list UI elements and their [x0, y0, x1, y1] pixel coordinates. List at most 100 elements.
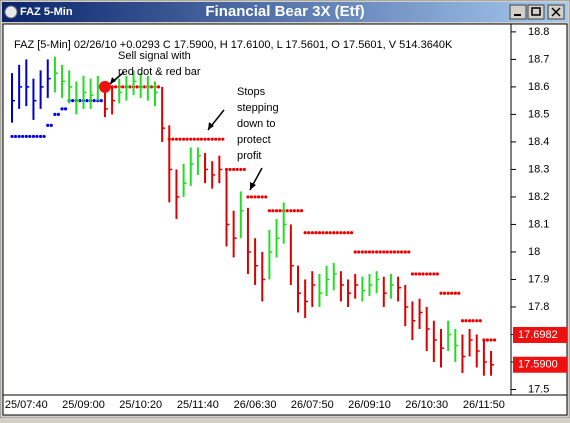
y-tick-label: 18.1 — [528, 218, 549, 230]
stop-dot — [421, 272, 425, 276]
signal-dot — [98, 80, 111, 93]
y-tick-label: 18.5 — [528, 108, 549, 120]
stop-dot — [178, 137, 182, 141]
stop-dot — [13, 134, 18, 139]
stop-dot — [174, 137, 179, 141]
close-glyph — [551, 7, 561, 17]
stop-dot — [346, 231, 350, 235]
stop-dot — [260, 195, 264, 199]
stop-dot — [99, 99, 103, 103]
stop-dot — [475, 319, 479, 323]
arrow-head — [208, 122, 214, 130]
y-tick-label: 18.6 — [528, 81, 549, 93]
y-tick-label: 18.8 — [528, 26, 549, 38]
stop-dot — [342, 231, 346, 235]
stop-dot — [214, 137, 218, 141]
title-bar — [2, 2, 568, 22]
stop-dot — [17, 134, 21, 139]
stop-dot — [471, 319, 475, 323]
x-tick-label: 26/07:50 — [291, 399, 334, 411]
stop-dot — [382, 250, 386, 254]
stop-dot — [489, 338, 493, 342]
x-tick-label: 26/06:30 — [234, 399, 277, 411]
annotation: down to — [237, 118, 276, 130]
y-tick-label: 17.5 — [528, 383, 549, 395]
stop-dot — [435, 272, 439, 276]
stop-dot — [410, 272, 414, 276]
stop-dot — [407, 250, 411, 254]
stop-dot — [417, 272, 422, 276]
stop-dot — [357, 250, 361, 254]
y-tick-label: 18.4 — [528, 136, 549, 148]
stop-dot — [492, 338, 497, 342]
stop-dot — [353, 250, 357, 254]
stop-dot — [60, 107, 64, 111]
stop-dot — [235, 167, 239, 172]
stop-dot — [196, 137, 200, 141]
y-tick-label: 18.2 — [528, 191, 549, 203]
stop-dot — [267, 209, 271, 213]
x-tick-label: 25/09:00 — [62, 399, 105, 411]
maximize-glyph — [531, 7, 541, 16]
stop-dot — [221, 137, 225, 141]
stop-dot — [46, 123, 50, 128]
stop-dot — [182, 137, 186, 141]
stop-dot — [203, 137, 207, 141]
stop-dot — [289, 209, 293, 213]
stop-dot — [468, 319, 472, 323]
stop-dot — [325, 231, 329, 235]
stop-dot — [53, 112, 57, 117]
stop-dot — [271, 209, 275, 213]
stop-dot — [21, 134, 25, 139]
time-axis — [2, 394, 568, 416]
x-tick-label: 25/11:40 — [177, 399, 219, 411]
maximize-button[interactable] — [527, 4, 545, 20]
stop-dot — [128, 85, 132, 89]
stop-dot — [307, 231, 311, 235]
stop-dot — [24, 134, 28, 139]
stop-dot — [228, 167, 232, 172]
stop-dot — [42, 134, 46, 139]
stop-dot — [450, 291, 454, 295]
stop-dot — [39, 134, 43, 139]
stop-dot — [460, 319, 465, 323]
stop-dot — [378, 250, 382, 254]
stop-dot — [439, 291, 443, 295]
stop-dot — [121, 85, 125, 89]
stop-dot — [392, 250, 397, 254]
stop-dot — [296, 209, 300, 213]
stop-dot — [478, 319, 482, 323]
stop-dot — [253, 195, 257, 199]
stop-dot — [10, 134, 14, 139]
price-label-box — [513, 326, 567, 343]
stop-dot — [335, 231, 339, 235]
y-tick-label: 18.3 — [528, 163, 549, 175]
stop-dot — [446, 291, 450, 295]
annotation: protect — [237, 134, 271, 146]
stop-dot — [206, 137, 211, 141]
stop-dot — [299, 209, 304, 213]
price-label: 17.6982 — [518, 329, 558, 341]
stop-dot — [210, 137, 214, 141]
stop-dot — [49, 123, 53, 128]
stop-dot — [385, 250, 389, 254]
price-label-box — [513, 356, 567, 373]
stop-dot — [349, 231, 354, 235]
stop-dot — [171, 137, 175, 141]
arrow-head — [110, 77, 116, 84]
minimize-button[interactable] — [509, 4, 527, 20]
y-tick-label: 17.8 — [528, 301, 549, 313]
x-tick-label: 25/10:20 — [119, 399, 162, 411]
stop-dot — [264, 195, 268, 199]
stop-dot — [425, 272, 429, 276]
stop-dot — [274, 209, 279, 213]
stop-dot — [371, 250, 375, 254]
stop-dot — [453, 291, 457, 295]
window-buttons — [509, 4, 565, 20]
stop-dot — [292, 209, 296, 213]
stop-dot — [464, 319, 468, 323]
stop-dot — [328, 231, 332, 235]
annotation: stepping — [237, 102, 279, 114]
stop-dot — [403, 250, 407, 254]
stop-dot — [389, 250, 393, 254]
